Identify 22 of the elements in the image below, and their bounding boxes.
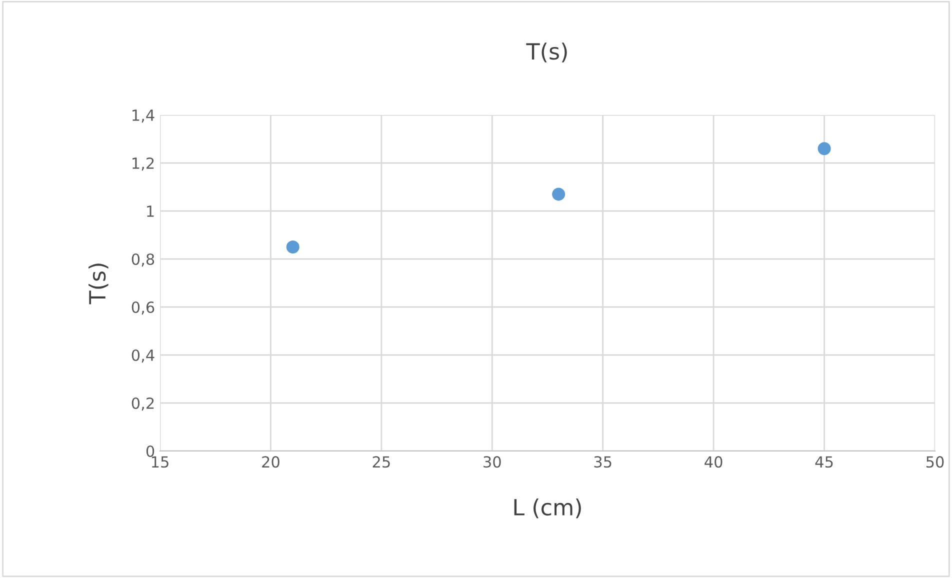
y-tick-label: 1,4	[132, 110, 154, 123]
x-tick-label: 20	[262, 456, 280, 468]
point	[552, 188, 566, 201]
x-tick-label: 35	[594, 456, 612, 468]
y-tick-label: 0,4	[132, 349, 154, 363]
x-tick-label: 45	[815, 456, 833, 468]
y-tick-label: 0	[146, 445, 154, 458]
chart-title: T(s)	[526, 42, 567, 62]
y-tick-label: 1	[147, 206, 154, 217]
x-axis-title: L (cm)	[514, 498, 581, 518]
x-tick-label: 15	[152, 456, 168, 468]
x-tick-label: 25	[372, 456, 390, 468]
x-tick-label: 40	[704, 456, 722, 468]
y-tick-label: 0,6	[132, 301, 154, 315]
y-axis-title: T(s)	[88, 264, 108, 304]
y-tick-label: 1,2	[132, 157, 154, 171]
point	[818, 142, 831, 156]
x-tick-label: 50	[926, 456, 944, 468]
point	[286, 240, 300, 254]
y-tick-label: 0,8	[132, 253, 154, 267]
x-tick-label: 30	[484, 456, 501, 468]
y-tick-label: 0,2	[132, 397, 154, 411]
